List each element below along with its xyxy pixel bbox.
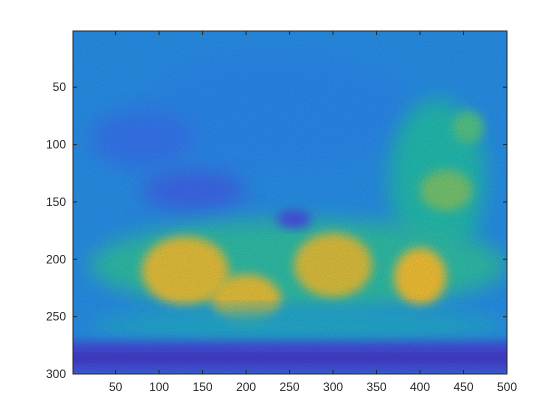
y-axis: 50 100 150 200 250 300 — [46, 80, 507, 381]
x-tick-label: 500 — [497, 380, 517, 394]
x-tick-label: 300 — [323, 380, 343, 394]
x-tick-label: 100 — [149, 380, 169, 394]
x-tick-label: 400 — [410, 380, 430, 394]
x-tick-label: 150 — [193, 380, 213, 394]
y-tick-label: 100 — [46, 138, 66, 152]
y-tick-label: 300 — [46, 367, 66, 381]
x-tick-label: 50 — [109, 380, 123, 394]
x-axis: 50 100 150 200 250 300 350 400 450 500 — [109, 31, 517, 394]
x-tick-label: 350 — [367, 380, 387, 394]
x-tick-label: 200 — [236, 380, 256, 394]
y-tick-label: 200 — [46, 252, 66, 266]
x-tick-label: 450 — [453, 380, 473, 394]
y-tick-label: 250 — [46, 310, 66, 324]
x-tick-label: 250 — [280, 380, 300, 394]
heatmap-texture — [73, 31, 507, 374]
y-tick-label: 50 — [53, 80, 67, 94]
y-tick-label: 150 — [46, 195, 66, 209]
